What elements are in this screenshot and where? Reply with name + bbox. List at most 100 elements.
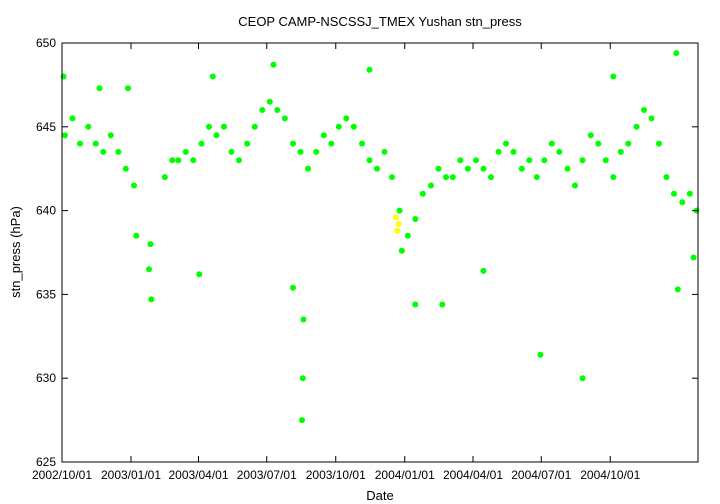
- x-tick-label: 2003/07/01: [237, 468, 297, 482]
- data-point: [161, 174, 168, 181]
- data-point: [196, 271, 203, 278]
- data-point: [244, 140, 251, 147]
- data-point: [595, 140, 602, 147]
- data-point: [131, 182, 137, 189]
- data-point: [526, 157, 533, 164]
- data-point: [209, 73, 216, 80]
- data-point: [625, 140, 632, 147]
- data-point: [641, 107, 647, 113]
- x-tick-label: 2004/04/01: [443, 468, 503, 482]
- data-point: [537, 351, 544, 358]
- data-point: [374, 165, 380, 172]
- data-point: [290, 284, 296, 291]
- data-point: [602, 157, 609, 164]
- data-point: [610, 73, 617, 80]
- data-point: [100, 148, 107, 155]
- series-main: [60, 50, 700, 424]
- data-point: [510, 148, 517, 155]
- y-axis: 625 630 635 640 645 650: [36, 36, 698, 469]
- data-point: [412, 216, 419, 222]
- data-point: [115, 148, 122, 155]
- y-tick-label: 630: [36, 371, 56, 385]
- data-point: [564, 165, 571, 172]
- data-point: [389, 174, 395, 181]
- data-point: [259, 107, 266, 113]
- data-point: [690, 254, 697, 261]
- data-point: [435, 165, 442, 172]
- y-tick-label: 650: [36, 36, 56, 50]
- plot-area: [60, 50, 700, 424]
- x-tick-label: 2002/10/01: [32, 468, 92, 482]
- data-point: [350, 123, 357, 130]
- data-point: [587, 132, 594, 139]
- data-point: [146, 266, 152, 273]
- data-point: [617, 148, 624, 155]
- data-point: [366, 66, 373, 73]
- data-point: [656, 140, 662, 147]
- data-point: [648, 115, 655, 122]
- data-point: [443, 174, 449, 181]
- data-point: [480, 267, 487, 274]
- data-point: [419, 190, 426, 197]
- data-point: [85, 123, 92, 130]
- data-point: [679, 199, 686, 206]
- chart-title: CEOP CAMP-NSCSSJ_TMEX Yushan stn_press: [238, 14, 522, 29]
- data-point: [320, 132, 327, 139]
- x-tick-label: 2003/04/01: [168, 468, 228, 482]
- data-point: [290, 140, 296, 147]
- data-point: [270, 61, 277, 68]
- x-tick-label: 2003/10/01: [306, 468, 366, 482]
- data-point: [125, 85, 131, 92]
- data-point: [686, 190, 693, 197]
- data-point: [579, 157, 586, 164]
- data-point: [548, 140, 555, 147]
- data-point: [274, 107, 281, 113]
- y-tick-label: 625: [36, 455, 56, 469]
- data-point: [299, 417, 305, 424]
- data-point: [190, 157, 197, 164]
- y-axis-label: stn_press (hPa): [8, 206, 23, 298]
- y-tick-label: 640: [36, 204, 56, 218]
- data-point: [394, 227, 401, 234]
- series-flagged: [392, 214, 402, 234]
- data-point: [133, 232, 140, 239]
- data-point: [182, 148, 189, 155]
- data-point: [305, 165, 311, 172]
- data-point: [439, 301, 446, 308]
- data-point: [404, 232, 411, 239]
- data-point: [343, 115, 350, 122]
- data-point: [62, 132, 68, 139]
- data-point: [503, 140, 509, 147]
- data-point: [572, 182, 578, 189]
- data-point: [313, 148, 320, 155]
- x-tick-label: 2004/07/01: [511, 468, 571, 482]
- x-tick-label: 2003/01/01: [101, 468, 161, 482]
- data-point: [297, 148, 304, 155]
- data-point: [541, 157, 548, 164]
- data-point: [428, 182, 434, 189]
- data-point: [221, 123, 227, 130]
- data-point: [96, 85, 103, 92]
- data-point: [148, 296, 155, 303]
- data-point: [412, 301, 419, 308]
- data-point: [488, 174, 494, 181]
- data-point: [464, 165, 471, 172]
- data-point: [266, 98, 273, 105]
- x-axis: 2002/10/01 2003/01/01 2003/04/01 2003/07/01…: [32, 43, 641, 482]
- data-point: [533, 174, 540, 181]
- data-point: [213, 132, 220, 139]
- data-point: [281, 115, 288, 122]
- data-point: [359, 140, 365, 147]
- data-point: [122, 165, 129, 172]
- data-point: [396, 207, 403, 214]
- x-tick-label: 2004/01/01: [375, 468, 435, 482]
- data-point: [663, 174, 670, 181]
- data-point: [556, 148, 563, 155]
- data-point: [299, 375, 306, 382]
- data-point: [473, 157, 479, 164]
- data-point: [398, 247, 405, 254]
- data-point: [175, 157, 182, 164]
- data-point: [300, 316, 307, 323]
- data-point: [328, 140, 335, 147]
